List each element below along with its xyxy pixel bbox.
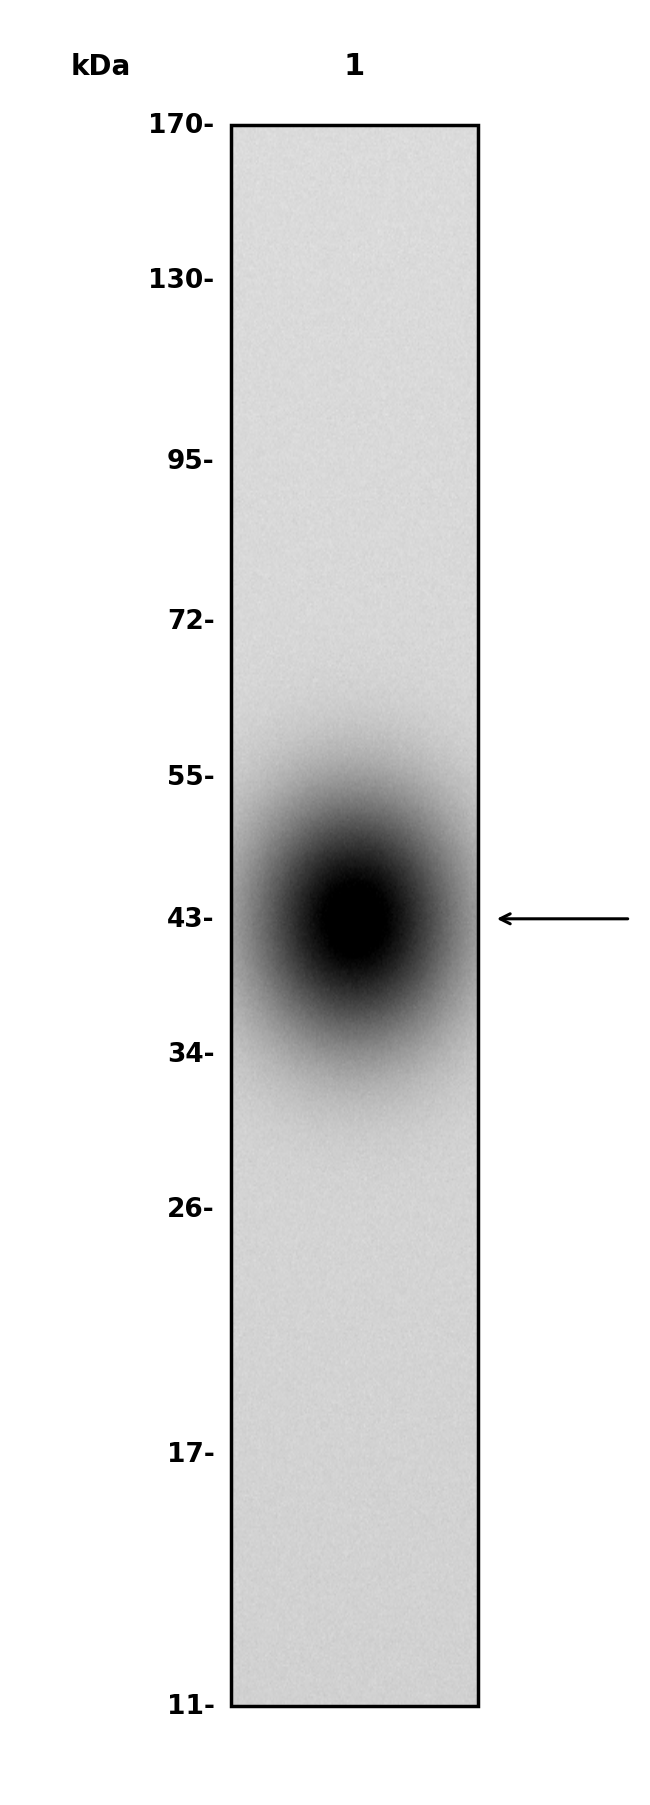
Text: kDa: kDa [71, 52, 131, 81]
Text: 26-: 26- [167, 1197, 214, 1222]
Text: 130-: 130- [148, 269, 215, 294]
Text: 43-: 43- [167, 906, 214, 933]
Text: 95-: 95- [167, 449, 214, 475]
Text: 72-: 72- [167, 608, 214, 635]
Text: 1: 1 [344, 52, 365, 81]
Text: 55-: 55- [167, 764, 214, 791]
Text: 34-: 34- [167, 1041, 214, 1069]
Bar [231, 126, 478, 1706]
Text: 170-: 170- [148, 114, 215, 139]
Text: 17-: 17- [167, 1442, 214, 1467]
Text: 11-: 11- [166, 1693, 214, 1718]
